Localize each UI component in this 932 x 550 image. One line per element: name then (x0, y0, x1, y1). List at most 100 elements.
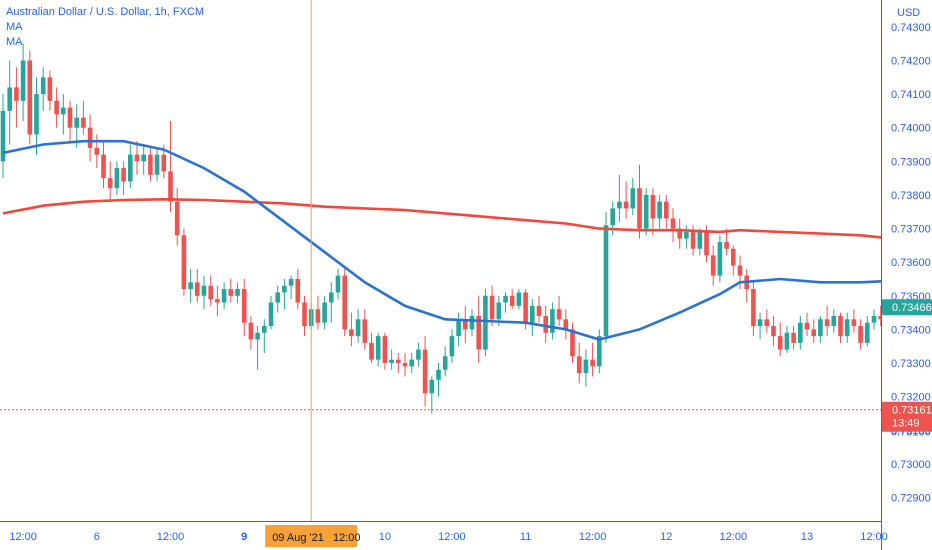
candle-body (128, 154, 133, 182)
candle-body (650, 194, 656, 219)
candle-body (536, 305, 542, 316)
price-tick-label: 0.73200 (891, 392, 931, 404)
candle-body (503, 295, 508, 303)
candle-body (610, 208, 615, 226)
candle-body (871, 315, 877, 323)
candle-body (181, 235, 187, 290)
price-tick-label: 0.74200 (891, 56, 931, 68)
candle-body (798, 322, 803, 343)
candle-body (121, 168, 126, 182)
candle-body (429, 379, 435, 394)
price-tick-label: 0.73600 (891, 257, 931, 269)
last-price-tag: 0.73100 0.73161 13:49 (882, 401, 932, 439)
candle-body (623, 201, 629, 209)
candle-body (670, 218, 676, 229)
time-tick-label: 12:00 (157, 531, 185, 543)
candle-body (268, 302, 274, 327)
price-tick-label: 0.72900 (891, 493, 931, 505)
candle-body (791, 332, 796, 343)
candle-body (630, 188, 636, 209)
candle-body (201, 285, 207, 296)
candle-body (47, 77, 53, 101)
candle-body (436, 369, 441, 380)
time-tick-label: 6 (94, 531, 100, 543)
candle-body (563, 319, 569, 330)
candle-body (496, 302, 502, 320)
candle-body (188, 282, 193, 290)
candle-body (469, 315, 475, 330)
candle-body (838, 315, 843, 337)
candle-body (617, 201, 622, 209)
time-tick-label: 9 (241, 531, 247, 543)
candle-body (295, 278, 301, 303)
candle-body (543, 315, 548, 333)
candle-body (777, 336, 783, 350)
candle-body (858, 326, 863, 343)
candle-body (369, 342, 374, 360)
candle-body (489, 295, 495, 320)
candle-body (27, 60, 33, 135)
moving-average-fast-line (2, 139, 895, 341)
candle-body (342, 275, 347, 330)
candle-body (643, 194, 649, 229)
candle-body (355, 319, 361, 337)
symbol-title[interactable]: Australian Dollar / U.S. Dollar, 1h, FXC… (6, 6, 205, 18)
chart-legend: Australian Dollar / U.S. Dollar, 1h, FXC… (6, 5, 204, 50)
price-axis[interactable] (881, 0, 932, 550)
candle-body (241, 289, 247, 323)
candle-body (375, 336, 381, 360)
candle-body (20, 60, 26, 101)
candle-body (275, 292, 280, 303)
candle-body (228, 289, 234, 296)
candle-body (590, 359, 595, 367)
time-tick-label: 10 (379, 531, 391, 543)
candle-body (174, 201, 180, 236)
candle-body (262, 326, 267, 333)
candle-body (442, 356, 448, 370)
indicator-label-ma-1[interactable]: MA (6, 21, 23, 33)
last-price-value: 0.73161 (892, 405, 932, 417)
time-tick-label: 12:00 (438, 531, 466, 543)
candle-body (195, 282, 200, 296)
candle-body (865, 322, 870, 343)
time-tick-label: 12:00 (720, 531, 748, 543)
moving-average-slow-line (2, 197, 895, 240)
candle-body (402, 363, 408, 367)
candlestick-series (0, 43, 890, 414)
price-tick-label: 0.74000 (891, 123, 931, 135)
candle-body (757, 319, 763, 327)
candle-body (7, 87, 12, 111)
price-tick-label: 0.73800 (891, 190, 931, 202)
candle-body (824, 319, 830, 327)
candle-body (657, 201, 662, 219)
candle-body (168, 171, 173, 202)
candle-body (382, 336, 388, 364)
candle-body (315, 309, 321, 323)
candle-body (449, 336, 455, 357)
time-tick-label: 11 (520, 531, 531, 543)
candle-body (288, 278, 294, 286)
candle-body (74, 117, 79, 128)
time-axis[interactable]: 12:00 6 12:00 9 12:00 10 12:00 11 12:00 12 12:00 13… (9, 531, 887, 543)
time-tick-label: 12:00 (579, 531, 607, 543)
candle-body (87, 127, 93, 148)
candle-body (221, 289, 227, 303)
candle-body (523, 292, 528, 323)
price-tick-label: 0.73700 (891, 224, 931, 236)
candle-body (556, 309, 562, 320)
candle-body (637, 188, 642, 229)
candle-body (215, 299, 220, 303)
candle-body (208, 285, 213, 300)
candle-body (161, 154, 167, 172)
candle-body (329, 292, 334, 303)
candle-body (14, 87, 19, 101)
indicator-label-ma-2[interactable]: MA (6, 36, 23, 48)
candle-body (710, 255, 716, 276)
candle-body (690, 231, 696, 249)
candle-body (101, 154, 106, 179)
time-tick-label: 12:00 (9, 531, 37, 543)
price-tick-label: 0.74300 (891, 22, 931, 34)
price-axis-ticks: 0.74300 0.74200 0.74100 0.74000 0.73900 0.738… (891, 22, 931, 505)
candle-body (844, 319, 850, 337)
